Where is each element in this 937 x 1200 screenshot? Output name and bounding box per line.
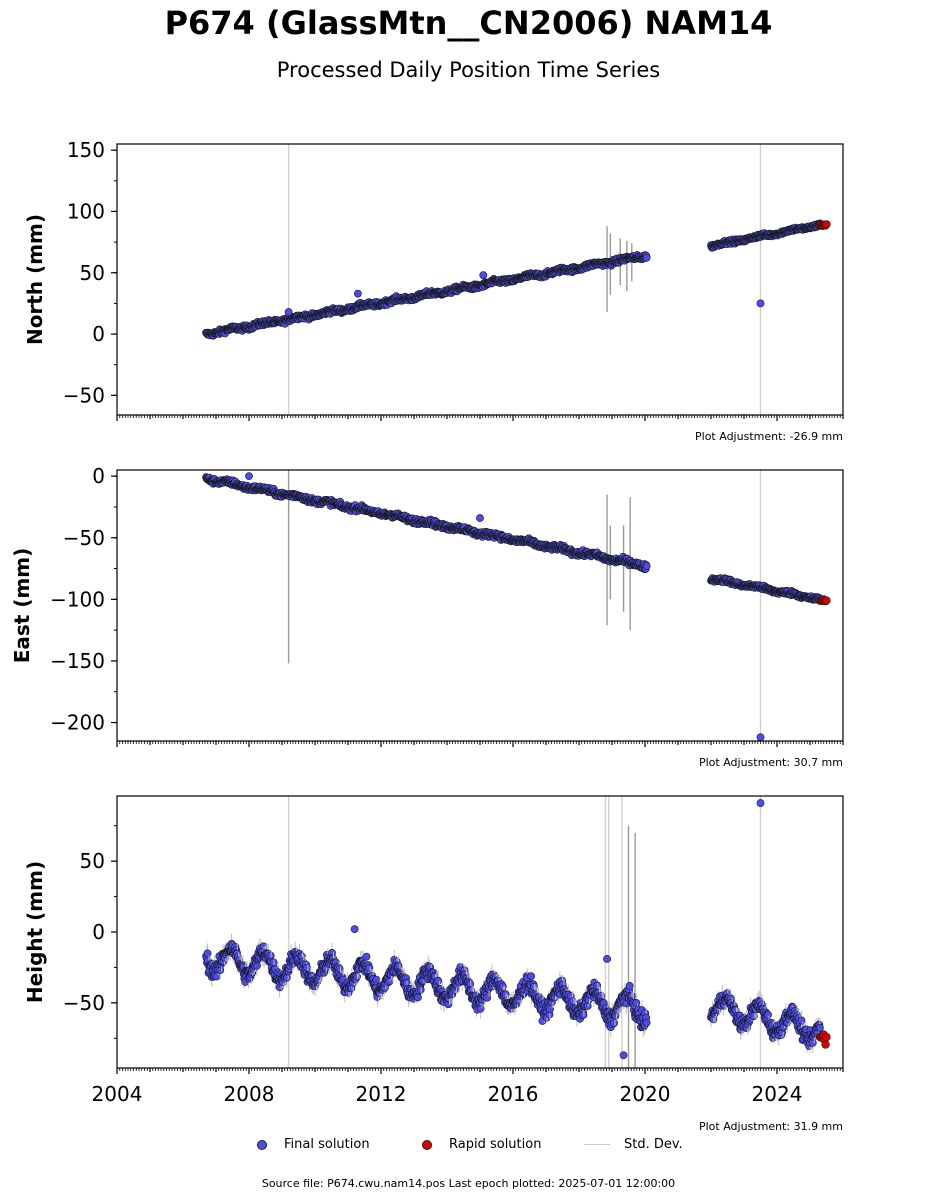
x-tick-label: 2024	[752, 1082, 803, 1106]
rapid-solution-point	[822, 1032, 831, 1042]
final-solution-point	[579, 1011, 588, 1019]
page-subtitle: Processed Daily Position Time Series	[276, 58, 661, 82]
final-solution-point	[610, 1019, 618, 1028]
y-tick-label: 0	[92, 322, 105, 346]
y-tick-label: 0	[92, 464, 105, 488]
y-tick-label: −50	[63, 526, 105, 550]
final-solution-point	[756, 733, 765, 741]
y-tick-label: −150	[50, 649, 105, 673]
legend-label-std: Std. Dev.	[624, 1137, 683, 1152]
final-solution-point	[476, 1004, 485, 1013]
rapid-solution-marker-icon	[422, 1139, 432, 1150]
rapid-solution-point	[822, 596, 831, 605]
x-tick-label: 2008	[224, 1082, 275, 1106]
source-footer: Source file: P674.cwu.nam14.pos Last epo…	[261, 1177, 676, 1190]
final-solution-point	[365, 964, 374, 972]
y-axis-label: Height (mm)	[23, 861, 47, 1003]
final-solution-point	[642, 253, 651, 262]
final-solution-point	[259, 942, 268, 951]
axes-frame	[116, 795, 844, 1069]
x-tick-label: 2016	[488, 1082, 539, 1106]
y-axis-label: North (mm)	[23, 214, 47, 345]
plot-area	[202, 796, 831, 1068]
final-solution-marker-icon	[257, 1139, 267, 1150]
final-solution-point	[797, 1016, 806, 1025]
final-solution-point	[350, 925, 359, 934]
final-solution-point	[353, 972, 361, 981]
std-dev-line-icon	[584, 1144, 610, 1145]
y-tick-label: 50	[80, 849, 105, 873]
y-axis-label: East (mm)	[10, 548, 34, 664]
final-solution-point	[303, 963, 311, 972]
final-solution-point	[253, 961, 261, 970]
final-solution-point	[203, 949, 212, 958]
final-solution-point	[756, 799, 765, 807]
final-solution-point	[362, 952, 371, 961]
final-solution-point	[619, 1051, 628, 1060]
final-solution-point	[335, 964, 344, 973]
final-solution-point	[479, 271, 488, 280]
final-solution-point	[413, 993, 422, 1002]
final-solution-point	[625, 982, 634, 990]
plot-adjustment-label: Plot Adjustment: 31.9 mm	[699, 1120, 843, 1133]
final-solution-point	[603, 955, 611, 963]
final-solution-point	[816, 1024, 824, 1032]
y-tick-label: −50	[63, 991, 105, 1015]
final-solution-point	[476, 514, 484, 522]
y-tick-label: 100	[67, 199, 105, 223]
axes-frame	[116, 143, 844, 416]
plot-area	[202, 144, 831, 415]
y-tick-label: −50	[63, 383, 105, 407]
final-solution-point	[642, 562, 651, 570]
y-tick-label: −100	[50, 587, 105, 611]
final-solution-point	[764, 1010, 772, 1019]
rapid-solution-point	[822, 220, 831, 229]
final-solution-point	[527, 972, 535, 981]
legend: Final solution Rapid solution Std. Dev.	[0, 1137, 937, 1157]
final-solution-point	[245, 472, 253, 481]
final-solution-point	[284, 308, 293, 316]
x-tick-label: 2020	[620, 1082, 671, 1106]
y-tick-label: 50	[80, 261, 105, 285]
legend-item-std: Std. Dev.	[584, 1137, 683, 1152]
legend-label-final: Final solution	[284, 1137, 370, 1152]
final-solution-point	[632, 999, 641, 1007]
final-solution-point	[353, 289, 362, 298]
legend-item-final: Final solution	[257, 1137, 370, 1152]
final-solution-point	[483, 993, 492, 1002]
plot-area	[202, 470, 831, 741]
x-tick-label: 2004	[92, 1082, 143, 1106]
rapid-solution-point	[821, 1040, 830, 1049]
plot-adjustment-label: Plot Adjustment: -26.9 mm	[695, 430, 843, 443]
chart-panel-1: 150 100 50 0 −50 North (mm) Plot Adjustment: -…	[23, 138, 844, 443]
y-tick-label: 0	[92, 920, 105, 944]
final-solution-point	[642, 1018, 651, 1027]
chart-panel-3: 50 0 −50 2004 2008 2012 2016 2020 2024 Height (mm…	[23, 795, 844, 1133]
y-tick-label: −200	[50, 711, 105, 735]
final-solution-point	[756, 299, 765, 308]
y-tick-label: 150	[67, 138, 105, 162]
final-solution-point	[434, 976, 443, 985]
legend-item-rapid: Rapid solution	[422, 1137, 541, 1152]
axes-frame	[116, 469, 844, 742]
page-title: P674 (GlassMtn__CN2006) NAM14	[164, 4, 773, 42]
final-solution-point	[372, 975, 381, 984]
x-tick-label: 2012	[356, 1082, 407, 1106]
legend-label-rapid: Rapid solution	[449, 1137, 542, 1152]
plot-adjustment-label: Plot Adjustment: 30.7 mm	[699, 756, 843, 769]
chart-panel-2: 0 −50 −100 −150 −200 East (mm) Plot Adjustment…	[10, 464, 844, 769]
